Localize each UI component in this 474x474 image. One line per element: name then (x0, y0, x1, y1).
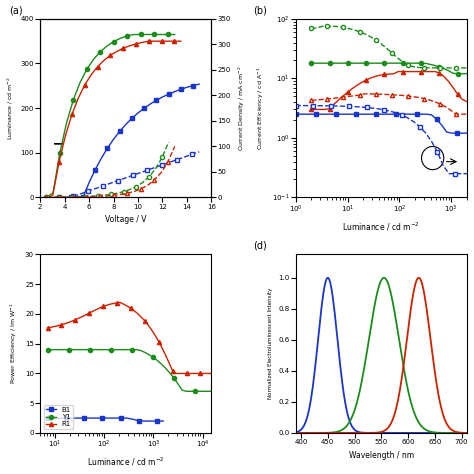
X-axis label: Voltage / V: Voltage / V (105, 215, 146, 224)
Y-axis label: Power Efficiency / lm W$^{-1}$: Power Efficiency / lm W$^{-1}$ (9, 303, 19, 384)
Text: (a): (a) (9, 5, 23, 15)
Y-axis label: Current Density / mA cm$^{-2}$: Current Density / mA cm$^{-2}$ (237, 65, 247, 151)
Y-axis label: Luminance / cd m$^{-2}$: Luminance / cd m$^{-2}$ (6, 76, 15, 140)
X-axis label: Wavelength / nm: Wavelength / nm (349, 451, 414, 460)
Legend: B1, Y1, R1: B1, Y1, R1 (44, 404, 73, 429)
Y-axis label: Normalized Electroluminescent Intensity: Normalized Electroluminescent Intensity (268, 288, 273, 400)
X-axis label: Luminance / cd m$^{-2}$: Luminance / cd m$^{-2}$ (343, 220, 420, 233)
Y-axis label: Current Efficiency / cd A$^{-1}$: Current Efficiency / cd A$^{-1}$ (256, 66, 266, 150)
Text: (d): (d) (253, 241, 267, 251)
Text: (b): (b) (253, 5, 267, 15)
X-axis label: Luminance / cd m$^{-2}$: Luminance / cd m$^{-2}$ (87, 456, 164, 468)
